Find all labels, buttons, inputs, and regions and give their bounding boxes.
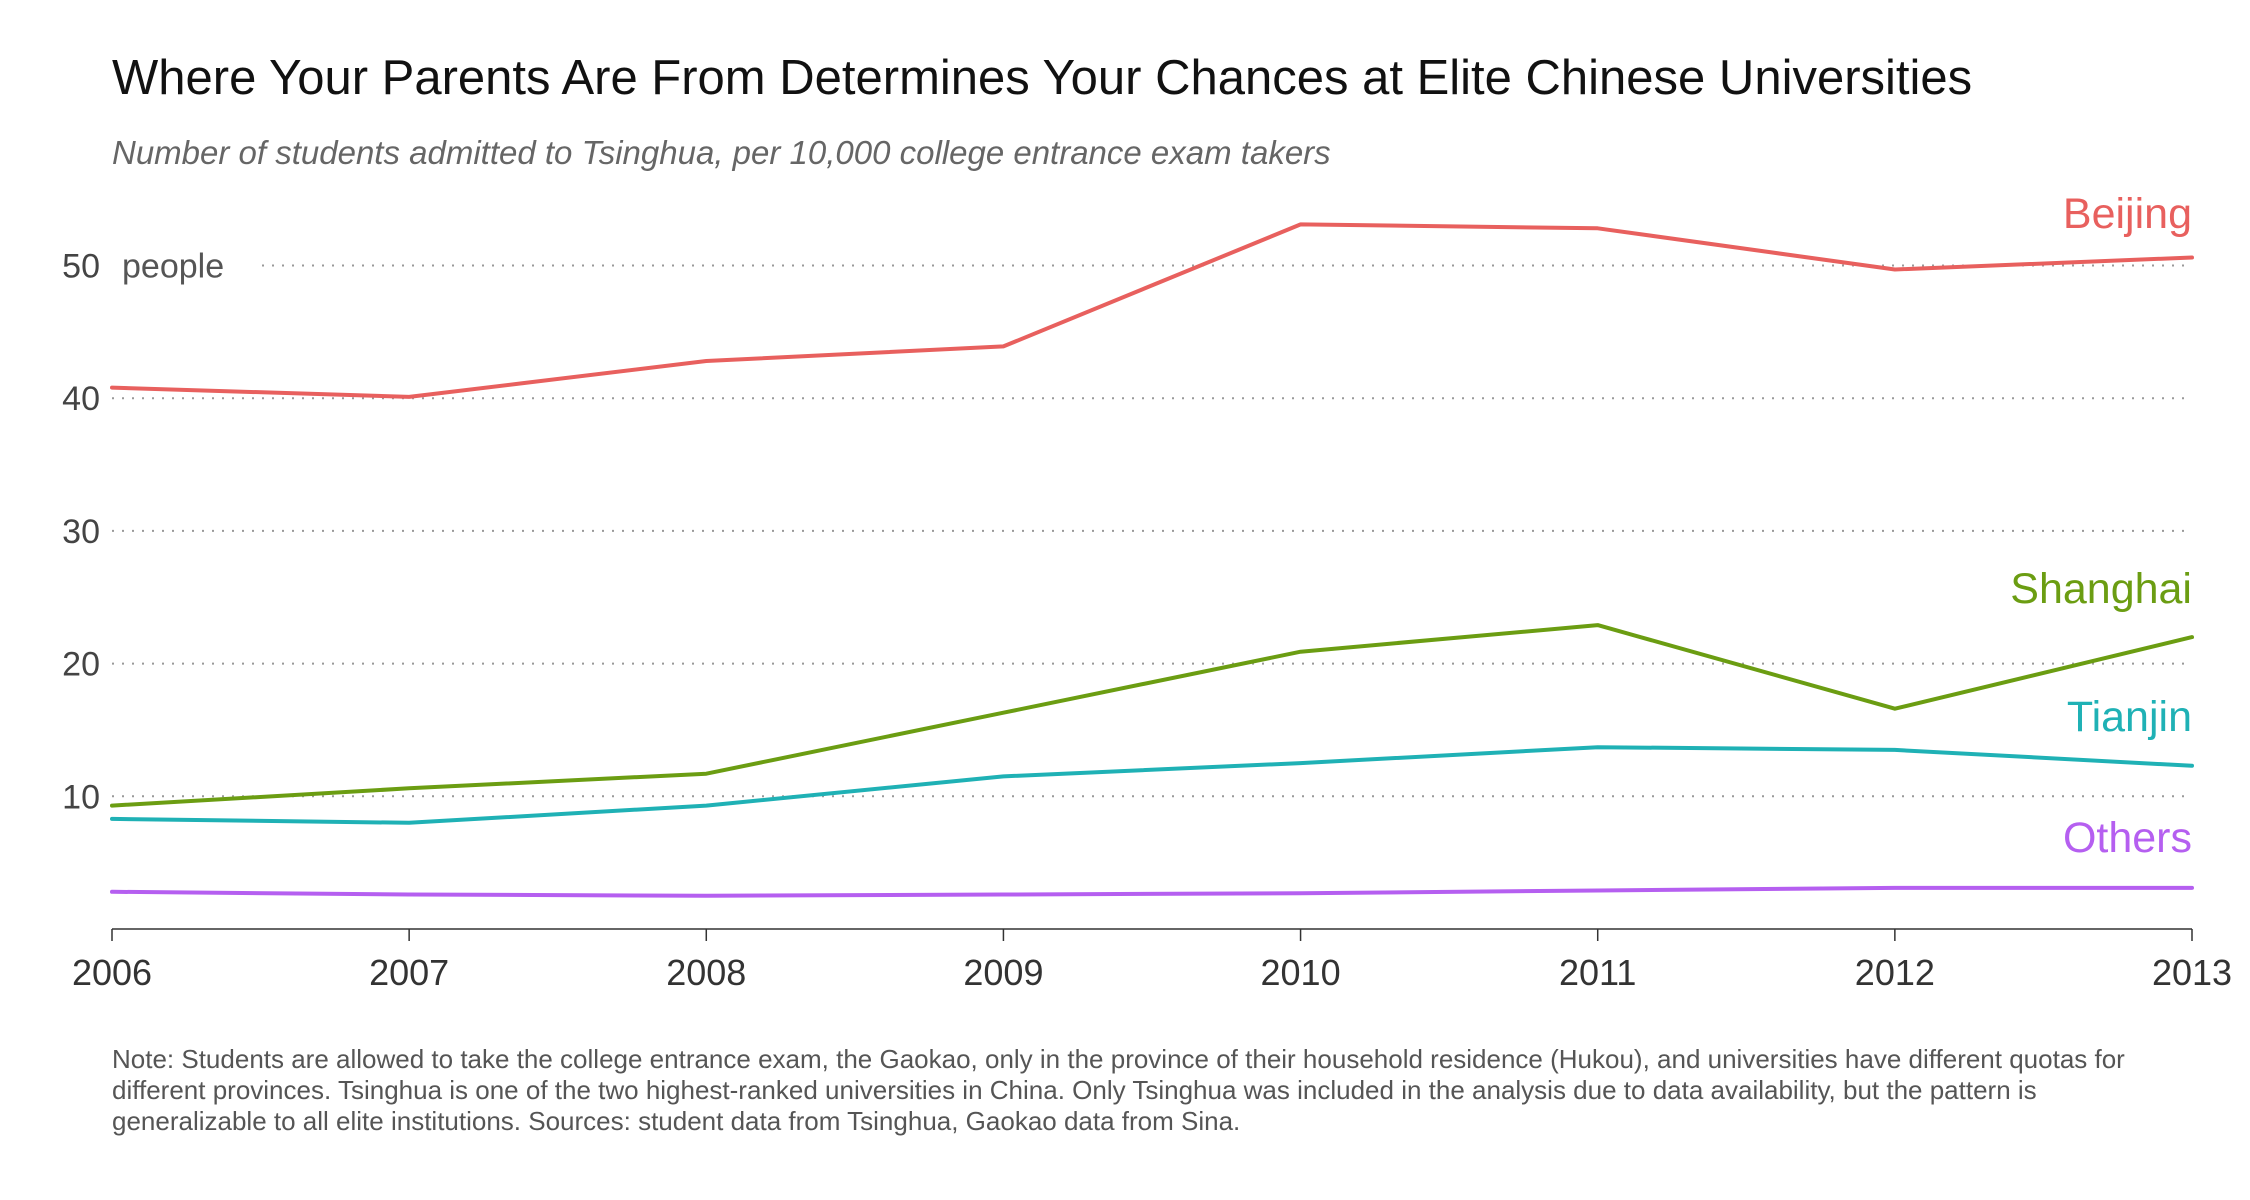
y-tick-label: 50 xyxy=(62,248,100,286)
series-label-tianjin: Tianjin xyxy=(2067,693,2192,741)
footnote: Note: Students are allowed to take the c… xyxy=(112,1044,2125,1136)
x-tick-label: 2008 xyxy=(666,952,746,993)
series-line-beijing xyxy=(110,222,2194,399)
x-tick-label: 2006 xyxy=(72,952,152,993)
y-tick-label: 10 xyxy=(62,778,100,816)
y-tick-label: 30 xyxy=(62,513,100,551)
x-tick-label: 2009 xyxy=(963,952,1043,993)
series-label-beijing: Beijing xyxy=(2063,190,2192,238)
series-line-others xyxy=(110,885,2194,898)
x-tick-label: 2012 xyxy=(1855,952,1935,993)
gridlines xyxy=(112,264,2192,798)
y-tick-label: 40 xyxy=(62,380,100,418)
x-axis: 2006 2007 2008 2009 2010 2011 2012 2013 xyxy=(72,928,2232,993)
x-tick-label: 2010 xyxy=(1261,952,1341,993)
series-label-others: Others xyxy=(2063,814,2192,862)
x-tick-label: 2011 xyxy=(1559,952,1636,993)
chart-subtitle: Number of students admitted to Tsinghua,… xyxy=(112,134,1331,171)
line-chart: 2006 2007 2008 2009 2010 2011 2012 2013 10 20 30 4… xyxy=(62,190,2232,993)
x-tick-label: 2013 xyxy=(2152,952,2232,993)
series-labels: Beijing Shanghai Tianjin Others xyxy=(2010,190,2192,862)
y-axis: 10 20 30 40 50 people xyxy=(62,248,224,817)
y-tick-label: 20 xyxy=(62,646,100,684)
y-unit-label: people xyxy=(122,248,224,286)
series-label-shanghai: Shanghai xyxy=(2010,565,2192,613)
chart-title: Where Your Parents Are From Determines Y… xyxy=(112,51,1973,105)
series-line-shanghai xyxy=(110,623,2194,808)
series-line-tianjin xyxy=(110,745,2194,825)
x-tick-label: 2007 xyxy=(369,952,449,993)
series-lines xyxy=(110,222,2194,898)
